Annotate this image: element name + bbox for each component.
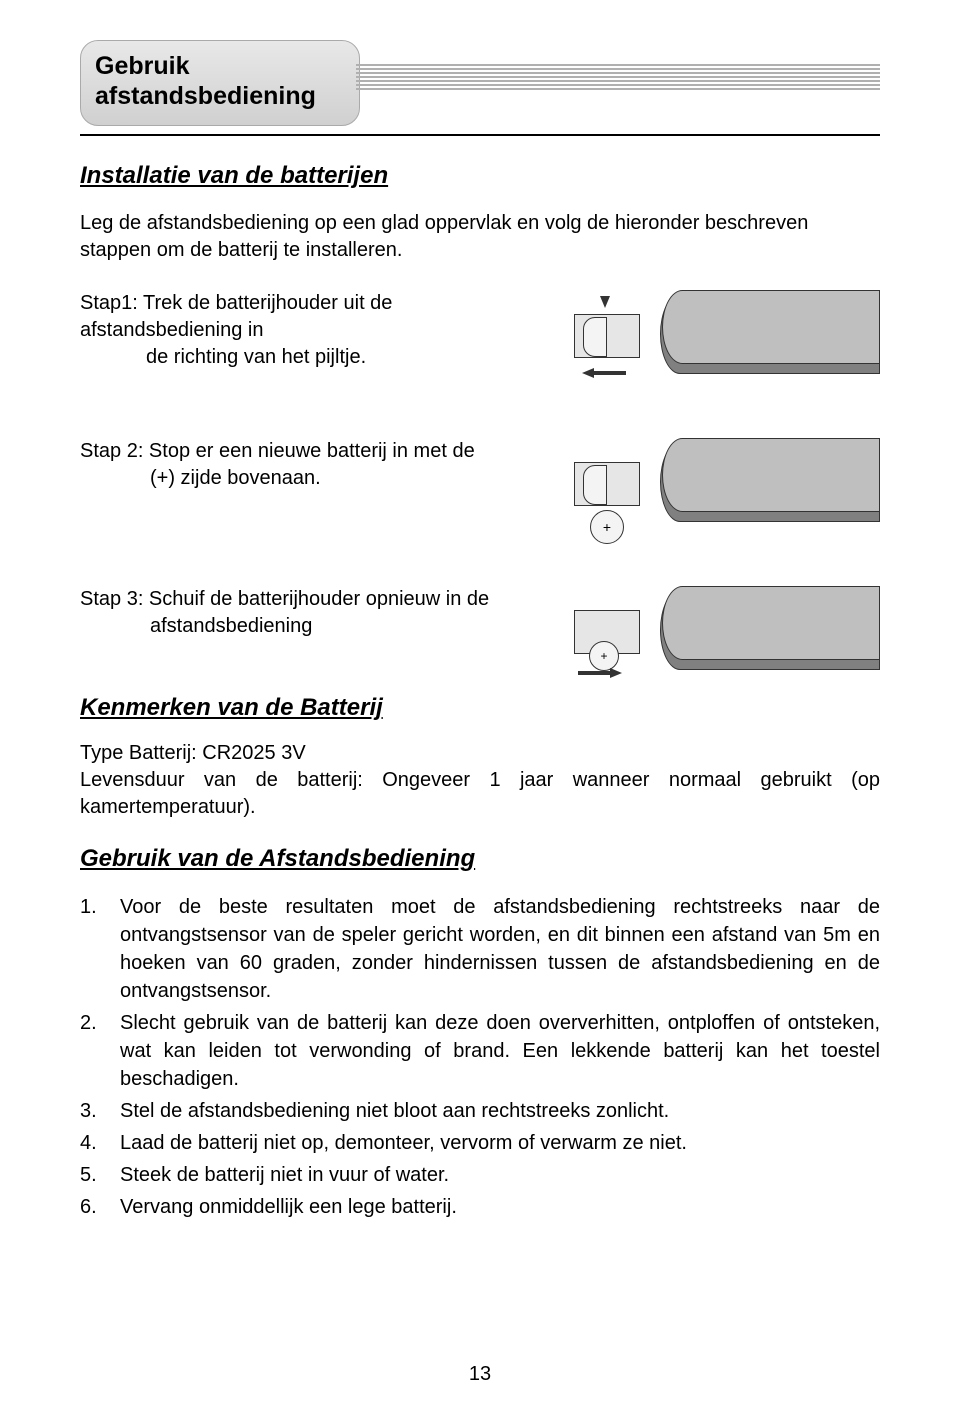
header-decorative-lines — [356, 64, 880, 92]
step3-block: Stap 3: Schuif de batterijhouder opnieuw… — [80, 586, 880, 674]
step3-illustration: + — [570, 586, 880, 674]
section-title-gebruik: Gebruik van de Afstandsbediening — [80, 845, 880, 873]
list-item: 2.Slecht gebruik van de batterij kan dez… — [80, 1009, 880, 1093]
battery-life: Levensduur van de batterij: Ongeveer 1 j… — [80, 767, 880, 821]
step2-illustration: + — [570, 438, 880, 526]
step2-line2: (+) zijde bovenaan. — [80, 465, 560, 492]
page-number: 13 — [0, 1363, 960, 1386]
list-text: Vervang onmiddellijk een lege batterij. — [120, 1193, 880, 1221]
list-item: 4.Laad de batterij niet op, demonteer, v… — [80, 1129, 880, 1157]
step1-line2: de richting van het pijltje. — [80, 344, 560, 371]
intro-text: Leg de afstandsbediening op een glad opp… — [80, 210, 880, 264]
list-text: Laad de batterij niet op, demonteer, ver… — [120, 1129, 880, 1157]
step1-illustration — [570, 290, 880, 378]
list-item: 6.Vervang onmiddellijk een lege batterij… — [80, 1193, 880, 1221]
section-title-kenmerken: Kenmerken van de Batterij — [80, 694, 880, 722]
list-item: 5.Steek de batterij niet in vuur of wate… — [80, 1161, 880, 1189]
header-title-line1: Gebruik — [95, 51, 331, 81]
section-title-installatie: Installatie van de batterijen — [80, 162, 880, 190]
kenmerken-block: Type Batterij: CR2025 3V Levensduur van … — [80, 742, 880, 821]
list-num: 5. — [80, 1161, 120, 1189]
step3-line2: afstandsbediening — [80, 613, 560, 640]
list-item: 3.Stel de afstandsbediening niet bloot a… — [80, 1097, 880, 1125]
list-text: Steek de batterij niet in vuur of water. — [120, 1161, 880, 1189]
header-tab: Gebruik afstandsbediening — [80, 40, 360, 126]
list-text: Slecht gebruik van de batterij kan deze … — [120, 1009, 880, 1093]
list-num: 3. — [80, 1097, 120, 1125]
list-num: 2. — [80, 1009, 120, 1093]
step3-text: Stap 3: Schuif de batterijhouder opnieuw… — [80, 586, 560, 640]
usage-list: 1.Voor de beste resultaten moet de afsta… — [80, 893, 880, 1221]
list-text: Stel de afstandsbediening niet bloot aan… — [120, 1097, 880, 1125]
divider — [80, 134, 880, 136]
header-row: Gebruik afstandsbediening — [80, 40, 880, 126]
list-item: 1.Voor de beste resultaten moet de afsta… — [80, 893, 880, 1005]
step2-block: Stap 2: Stop er een nieuwe batterij in m… — [80, 438, 880, 526]
step3-line1: Stap 3: Schuif de batterijhouder opnieuw… — [80, 586, 560, 613]
list-num: 1. — [80, 893, 120, 1005]
list-text: Voor de beste resultaten moet de afstand… — [120, 893, 880, 1005]
battery-in-tray-icon: + — [589, 641, 619, 671]
battery-icon: + — [590, 510, 624, 544]
list-num: 6. — [80, 1193, 120, 1221]
list-num: 4. — [80, 1129, 120, 1157]
step1-block: Stap1: Trek de batterijhouder uit de afs… — [80, 290, 880, 378]
battery-type: Type Batterij: CR2025 3V — [80, 742, 880, 765]
page-content: Gebruik afstandsbediening Installatie va… — [0, 0, 960, 1265]
header-title-line2: afstandsbediening — [95, 81, 331, 111]
step1-text: Stap1: Trek de batterijhouder uit de afs… — [80, 290, 560, 371]
step2-line1: Stap 2: Stop er een nieuwe batterij in m… — [80, 438, 560, 465]
step1-line1: Stap1: Trek de batterijhouder uit de afs… — [80, 290, 560, 344]
step2-text: Stap 2: Stop er een nieuwe batterij in m… — [80, 438, 560, 492]
